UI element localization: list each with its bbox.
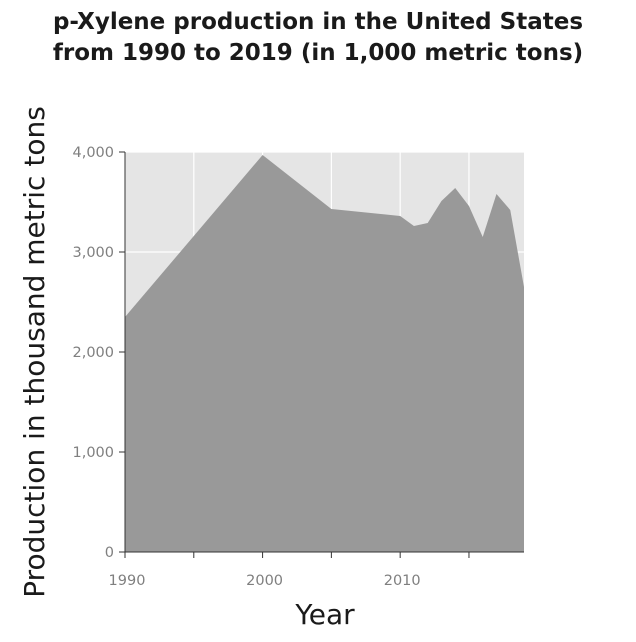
y-tick-label: 2,000 xyxy=(72,345,114,361)
y-tick-label: 0 xyxy=(105,545,114,561)
chart-title-line-2: from 1990 to 2019 (in 1,000 metric tons) xyxy=(53,40,583,66)
x-tick-label: 1990 xyxy=(109,573,146,589)
y-axis-title: Production in thousand metric tons xyxy=(18,106,51,598)
y-tick-label: 4,000 xyxy=(72,145,114,161)
x-tick-label: 2000 xyxy=(246,573,283,589)
plot-area: 1990 2000 2010 0 1,000 2,000 3,000 4,000 xyxy=(72,145,524,589)
area-series xyxy=(125,155,524,552)
x-axis-title: Year xyxy=(294,598,355,631)
y-tick-label: 1,000 xyxy=(72,445,114,461)
x-tick-label: 2010 xyxy=(384,573,421,589)
chart-title-line-1: p-Xylene production in the United States xyxy=(53,9,583,35)
y-tick-label: 3,000 xyxy=(72,245,114,261)
